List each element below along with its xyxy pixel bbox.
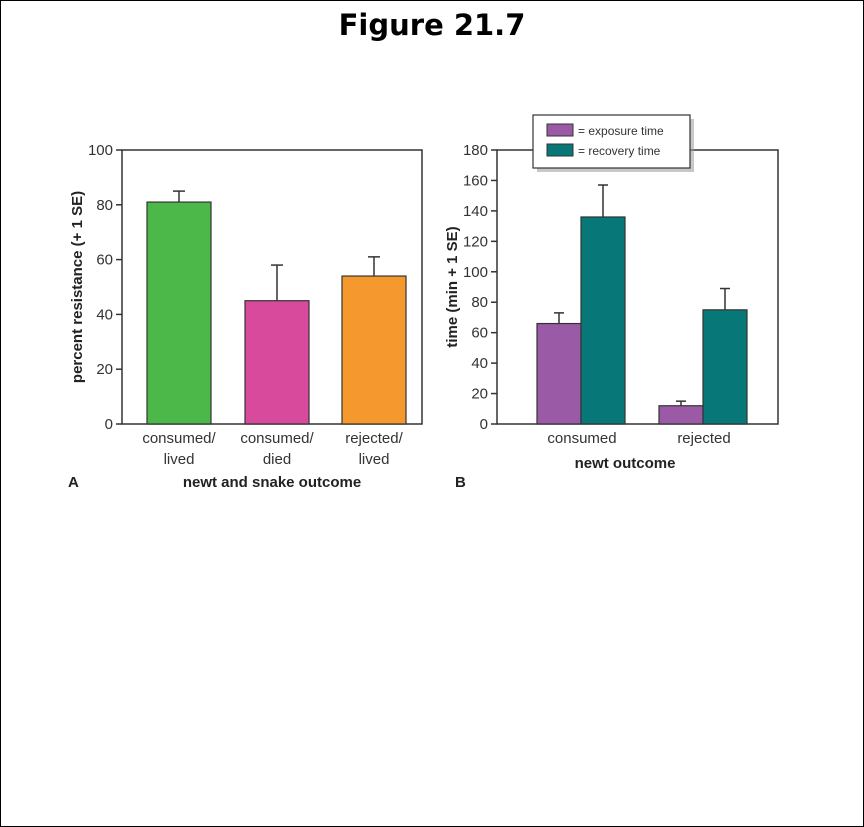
chart-b-xtick-label: rejected — [677, 430, 730, 447]
chart-b-ytick-label: 0 — [480, 416, 488, 433]
chart-a: 0 20 40 60 80 100 consumed/lived consumed/died r… — [68, 142, 423, 491]
chart-a-panel-label: A — [68, 474, 79, 491]
chart-a-ytick-label: 80 — [96, 197, 113, 214]
page-title: Figure 21.7 — [338, 8, 526, 42]
chart-b-ytick-label: 20 — [471, 386, 488, 403]
chart-a-ytick-label: 60 — [96, 252, 113, 269]
chart-a-xlabel: newt and snake outcome — [183, 474, 361, 491]
chart-a-bar — [146, 201, 212, 425]
chart-b-legend-swatch — [546, 123, 574, 137]
chart-b-xtick-label: consumed — [547, 430, 616, 447]
chart-b-bar — [536, 322, 582, 425]
chart-a-ytick-label: 0 — [105, 416, 113, 433]
chart-b-legend-swatch — [546, 143, 574, 157]
chart-a-xtick-label: consumed/ — [240, 430, 314, 447]
chart-b-bar — [702, 309, 748, 425]
chart-b-panel-label: B — [455, 474, 466, 491]
chart-a-xtick-label: consumed/ — [142, 430, 216, 447]
chart-b-legend-box — [532, 114, 691, 169]
chart-b-xlabel: newt outcome — [575, 455, 676, 472]
chart-b-bar — [658, 405, 704, 425]
chart-b-ytick-label: 140 — [463, 203, 488, 220]
chart-b-ylabel: time (min + 1 SE) — [444, 226, 461, 347]
chart-a-ytick-label: 20 — [96, 361, 113, 378]
chart-a-ytick-label: 100 — [88, 142, 113, 159]
chart-b-ytick-label: 120 — [463, 233, 488, 250]
chart-a-ylabel: percent resistance (+ 1 SE) — [69, 191, 86, 383]
chart-b-ytick-label: 180 — [463, 142, 488, 159]
chart-a-xtick-label: died — [263, 451, 291, 468]
chart-b-ytick-label: 100 — [463, 264, 488, 281]
chart-b-bar — [580, 216, 626, 425]
chart-b-ytick-label: 80 — [471, 294, 488, 311]
chart-a-ytick-label: 40 — [96, 306, 113, 323]
chart-a-bar — [244, 300, 310, 425]
chart-b-legend: = exposure time = recovery time — [532, 114, 694, 172]
chart-b-ytick-label: 60 — [471, 325, 488, 342]
chart-b: 0 20 40 60 80 100 120 140 160 180 consumed rejected… — [444, 114, 779, 491]
chart-a-xtick-label: lived — [359, 451, 390, 468]
chart-a-xtick-label: rejected/ — [345, 430, 403, 447]
chart-b-legend-label: = exposure time — [578, 124, 664, 138]
chart-a-xtick-label: lived — [164, 451, 195, 468]
chart-b-ytick-label: 40 — [471, 355, 488, 372]
chart-b-legend-label: = recovery time — [578, 144, 661, 158]
chart-a-bar — [341, 275, 407, 425]
chart-b-ytick-label: 160 — [463, 172, 488, 189]
